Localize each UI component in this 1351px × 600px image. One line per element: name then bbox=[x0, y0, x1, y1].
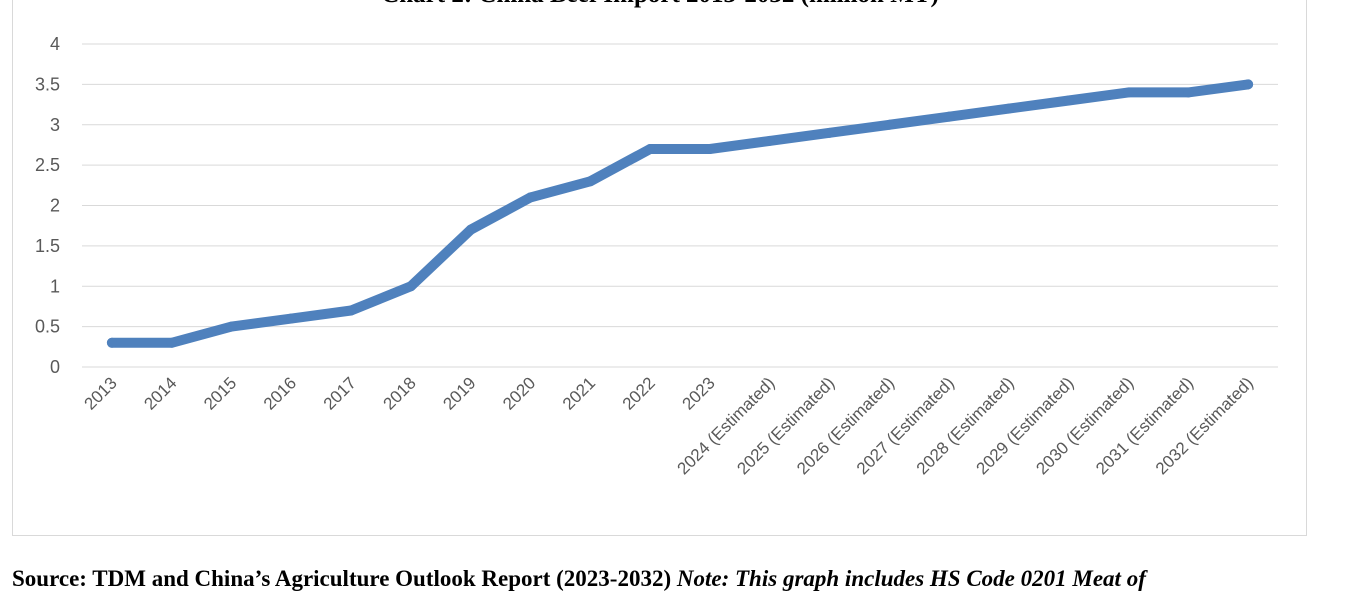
series-layer bbox=[106, 79, 1254, 348]
series-line bbox=[106, 79, 1254, 348]
y-tick-label: 3 bbox=[50, 115, 60, 135]
x-tick-label: 2019 bbox=[439, 373, 479, 413]
data-point bbox=[585, 176, 596, 187]
y-tick-label: 1.5 bbox=[35, 236, 60, 256]
data-point bbox=[1243, 79, 1254, 90]
data-point bbox=[405, 281, 416, 292]
y-tick-label: 2.5 bbox=[35, 155, 60, 175]
data-point bbox=[226, 321, 237, 332]
source-note: Source: TDM and China’s Agriculture Outl… bbox=[12, 566, 1351, 592]
source-text: Source: TDM and China’s Agriculture Outl… bbox=[12, 566, 677, 591]
y-tick-label: 4 bbox=[50, 34, 60, 54]
data-point bbox=[824, 127, 835, 138]
x-tick-label: 2021 bbox=[559, 373, 599, 413]
data-point bbox=[525, 192, 536, 203]
gridlines bbox=[82, 43, 1278, 368]
data-point bbox=[884, 119, 895, 130]
data-point bbox=[704, 143, 715, 154]
x-tick-label: 2023 bbox=[679, 373, 719, 413]
x-tick-label: 2014 bbox=[140, 373, 180, 413]
data-point bbox=[106, 337, 117, 348]
data-point bbox=[346, 305, 357, 316]
x-tick-label: 2016 bbox=[260, 373, 300, 413]
data-point bbox=[944, 111, 955, 122]
data-point bbox=[286, 313, 297, 324]
data-point bbox=[645, 143, 656, 154]
x-tick-label: 2017 bbox=[320, 373, 360, 413]
x-tick-label: 2015 bbox=[200, 373, 240, 413]
y-tick-label: 0 bbox=[50, 357, 60, 377]
data-point bbox=[1003, 103, 1014, 114]
data-point bbox=[764, 135, 775, 146]
y-tick-label: 0.5 bbox=[35, 317, 60, 337]
y-axis-ticks: 0 0.5 1 1.5 2 2.5 3 3.5 4 bbox=[35, 34, 60, 377]
data-point bbox=[465, 224, 476, 235]
x-tick-label: 2020 bbox=[499, 373, 539, 413]
x-tick-label: 2022 bbox=[619, 373, 659, 413]
data-point bbox=[166, 337, 177, 348]
y-tick-label: 1 bbox=[50, 276, 60, 296]
x-tick-label: 2013 bbox=[81, 373, 121, 413]
chart-frame bbox=[12, 0, 1307, 536]
note-text: Note: This graph includes HS Code 0201 M… bbox=[676, 566, 1146, 591]
y-tick-label: 3.5 bbox=[35, 74, 60, 94]
data-point bbox=[1063, 95, 1074, 106]
x-axis-ticks: 2013 2014 2015 2016 2017 2018 2019 2020 2021 2022… bbox=[81, 373, 1257, 478]
data-point bbox=[1123, 87, 1134, 98]
chart-title: Chart 2: China Beef Import 2013-2032 (mi… bbox=[381, 0, 939, 8]
y-tick-label: 2 bbox=[50, 196, 60, 216]
line-chart: Chart 2: China Beef Import 2013-2032 (mi… bbox=[35, 0, 1278, 478]
data-point bbox=[1183, 87, 1194, 98]
x-tick-label: 2018 bbox=[380, 373, 420, 413]
